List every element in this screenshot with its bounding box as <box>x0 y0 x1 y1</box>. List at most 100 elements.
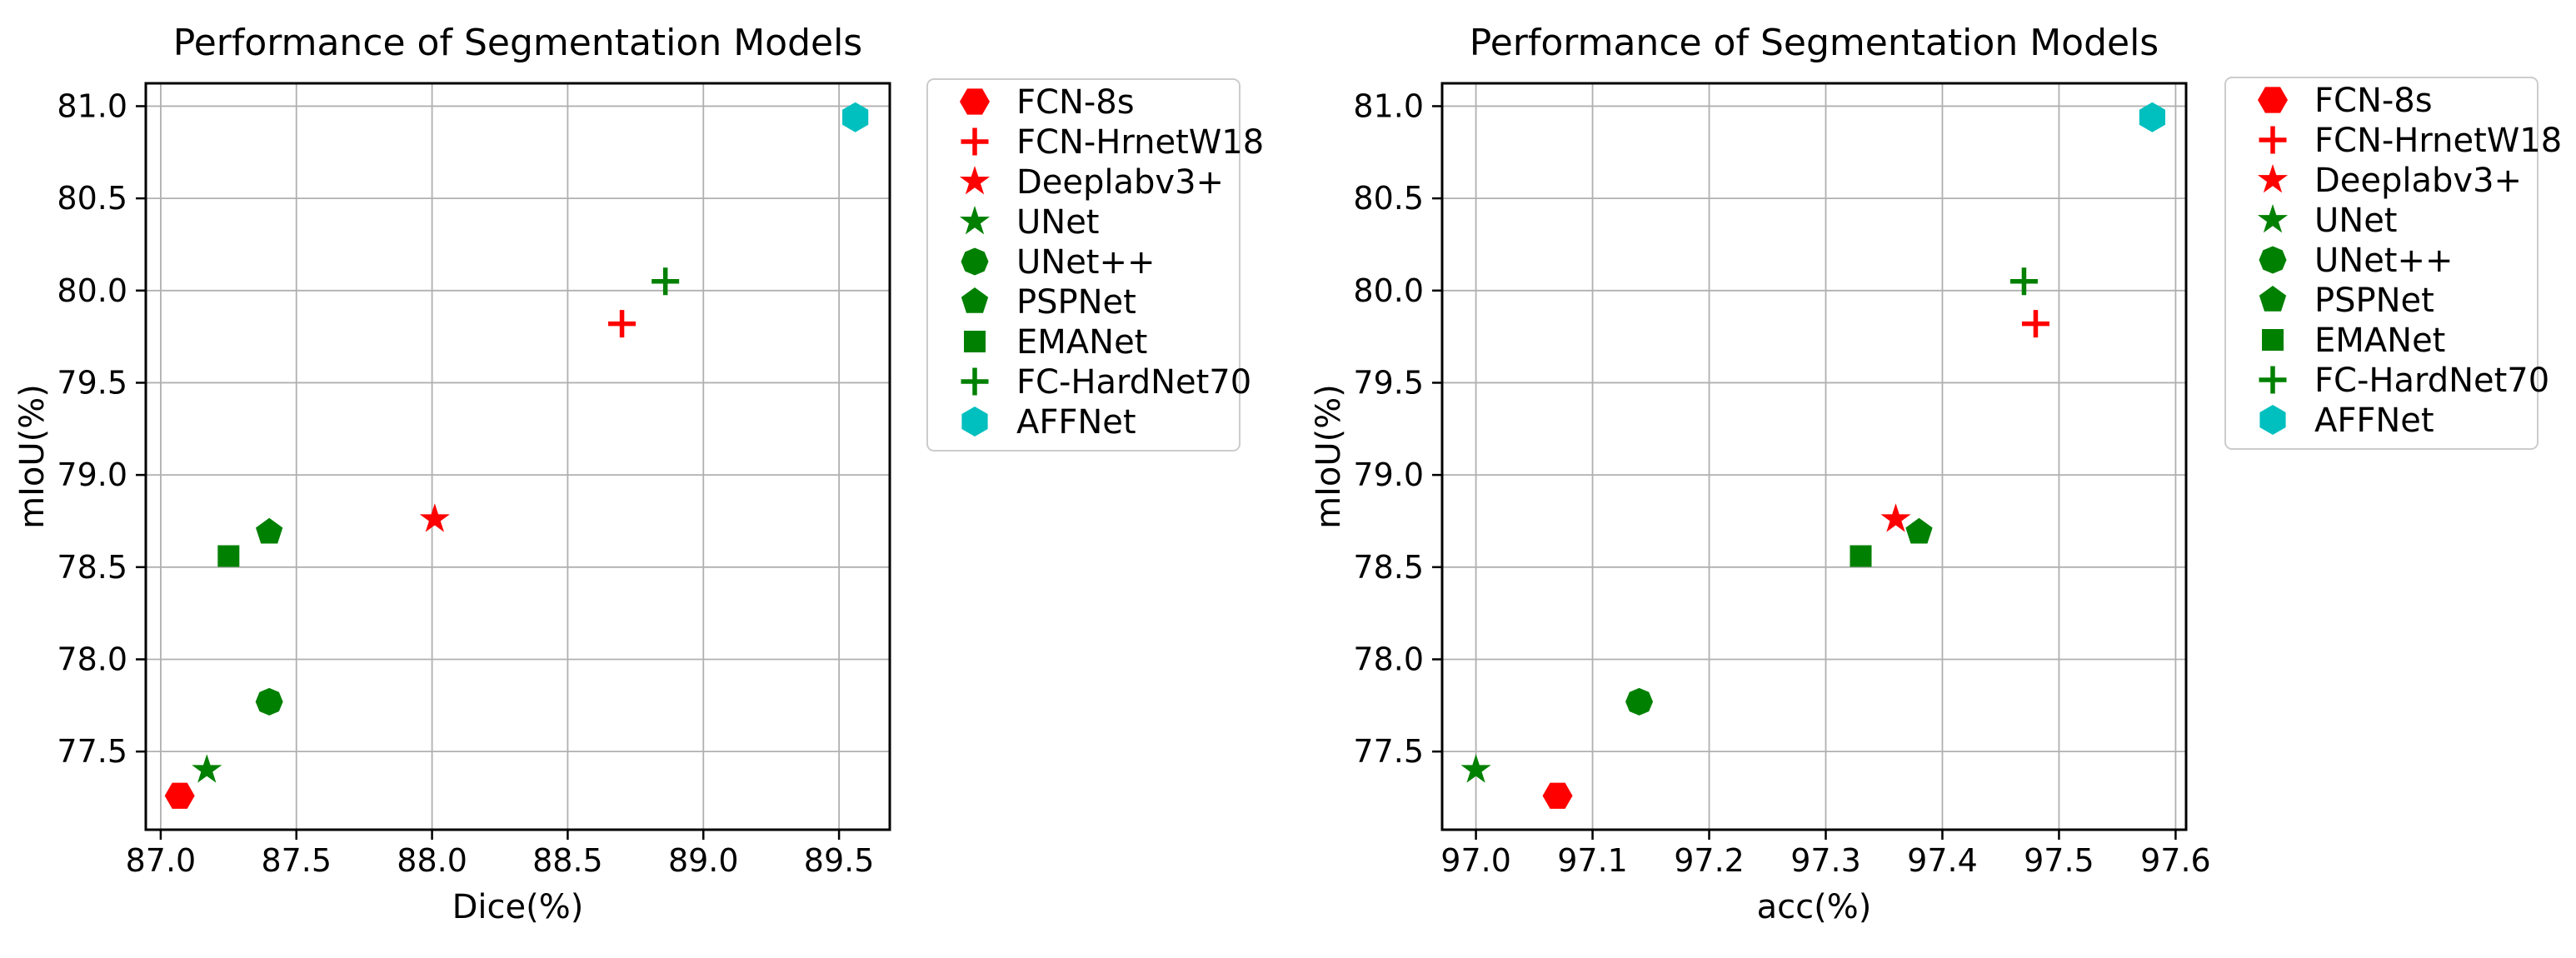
legend-item-FCN-8s: FCN-8s <box>2258 82 2433 120</box>
legend-marker-FC-HardNet70 <box>961 367 989 396</box>
legend: FCN-8sFCN-HrnetW18Deeplabv3+UNetUNet++PS… <box>2224 77 2562 450</box>
legend-item-label: UNet++ <box>1016 243 1156 282</box>
legend-item-AFFNet: AFFNet <box>961 403 1136 442</box>
legend-item-label: PSPNet <box>2314 282 2434 320</box>
x-tick-label: 88.0 <box>397 842 467 879</box>
y-tick-label: 79.0 <box>57 457 127 493</box>
legend-item-label: UNet++ <box>2314 242 2454 280</box>
legend-item-label: AFFNet <box>2314 402 2434 440</box>
y-tick-label: 78.5 <box>1353 549 1424 586</box>
x-tick-label: 87.0 <box>126 842 197 879</box>
data-point-UNet++ <box>255 687 283 716</box>
data-point-UNet <box>1460 754 1491 783</box>
legend-item-label: FC-HardNet70 <box>1016 363 1251 402</box>
chart-0: 87.0 87.5 88.0 88.5 89.0 89.5 77.5 78.0 78.5 79.0… <box>13 22 1264 926</box>
legend-box <box>2224 77 2539 450</box>
legend-item-FCN-HrnetW18: FCN-HrnetW18 <box>961 123 1264 162</box>
legend-item-label: FCN-8s <box>1016 83 1135 122</box>
legend-item-PSPNet: PSPNet <box>961 283 1136 322</box>
data-point-Deeplabv3+ <box>419 503 450 532</box>
y-tick-label: 78.5 <box>57 549 127 586</box>
legend-box <box>926 78 1241 452</box>
legend-item-FC-HardNet70: FC-HardNet70 <box>961 363 1251 402</box>
x-tick-label: 89.0 <box>668 842 739 879</box>
legend-item-EMANet: EMANet <box>2262 322 2445 360</box>
legend-item-label: UNet <box>1016 203 1100 242</box>
x-tick-label: 97.1 <box>1557 842 1628 879</box>
data-point-FCN-HrnetW18 <box>2021 310 2049 338</box>
x-axis-label: Dice(%) <box>452 888 584 926</box>
legend-item-FCN-8s: FCN-8s <box>960 83 1135 122</box>
x-axis-label: acc(%) <box>1757 888 1872 926</box>
legend-marker-Deeplabv3+ <box>2257 164 2289 193</box>
legend-item-Deeplabv3+: Deeplabv3+ <box>2257 162 2522 200</box>
y-tick-label: 80.0 <box>1353 272 1424 309</box>
legend: FCN-8sFCN-HrnetW18Deeplabv3+UNetUNet++PS… <box>926 78 1264 452</box>
y-tick-label: 77.5 <box>1353 733 1424 770</box>
y-tick-label: 78.0 <box>57 641 127 677</box>
legend-item-UNet++: UNet++ <box>2259 242 2454 280</box>
chart-1: 97.0 97.1 97.2 97.3 97.4 97.5 97.6 77.5 78.0 78.5… <box>1310 22 2562 926</box>
data-point-FC-HardNet70 <box>651 267 680 296</box>
plot-border <box>1440 82 2188 831</box>
y-tick-label: 78.0 <box>1353 641 1424 677</box>
legend-item-FCN-HrnetW18: FCN-HrnetW18 <box>2259 122 2562 160</box>
y-tick-label: 79.0 <box>1353 457 1424 493</box>
data-point-AFFNet <box>842 102 869 132</box>
legend-marker-Deeplabv3+ <box>959 166 991 195</box>
legend-item-label: EMANet <box>2314 322 2445 360</box>
legend-item-label: FCN-HrnetW18 <box>2314 122 2562 160</box>
legend-marker-PSPNet <box>961 287 989 313</box>
legend-item-label: AFFNet <box>1016 403 1136 442</box>
data-point-UNet <box>192 754 222 783</box>
legend-marker-UNet++ <box>961 247 989 276</box>
data-point-UNet++ <box>1625 687 1654 716</box>
legend-marker-UNet <box>959 206 991 235</box>
x-tick-label: 97.2 <box>1674 842 1745 879</box>
data-point-FCN-8s <box>1542 782 1573 809</box>
y-tick-label: 80.5 <box>1353 180 1424 217</box>
y-tick-label: 80.5 <box>57 180 127 217</box>
legend-item-FC-HardNet70: FC-HardNet70 <box>2259 362 2549 400</box>
legend-marker-FCN-8s <box>2258 87 2288 113</box>
legend-marker-AFFNet <box>2259 405 2286 435</box>
plot-border <box>144 82 891 831</box>
chart-title: Performance of Segmentation Models <box>173 22 862 64</box>
x-tick-label: 89.5 <box>804 842 875 879</box>
legend-item-label: FC-HardNet70 <box>2314 362 2549 400</box>
data-point-EMANet <box>217 545 240 567</box>
legend-item-EMANet: EMANet <box>964 323 1147 362</box>
data-point-PSPNet <box>1905 517 1933 544</box>
x-tick-label: 97.3 <box>1790 842 1861 879</box>
legend-marker-UNet++ <box>2259 246 2287 274</box>
chart-title: Performance of Segmentation Models <box>1470 22 2159 64</box>
legend-item-Deeplabv3+: Deeplabv3+ <box>959 163 1224 202</box>
legend-item-label: Deeplabv3+ <box>1016 163 1224 202</box>
x-tick-label: 97.6 <box>2140 842 2211 879</box>
y-axis-label: mIoU(%) <box>13 384 52 529</box>
data-point-FCN-8s <box>164 782 195 809</box>
y-tick-label: 79.5 <box>57 364 127 401</box>
legend-marker-PSPNet <box>2259 286 2287 312</box>
legend-item-label: FCN-8s <box>2314 82 2433 120</box>
y-axis-label: mIoU(%) <box>1310 384 1348 529</box>
legend-marker-AFFNet <box>961 407 988 437</box>
legend-item-UNet++: UNet++ <box>961 243 1156 282</box>
legend-item-label: UNet <box>2314 202 2398 240</box>
legend-item-label: PSPNet <box>1016 283 1136 322</box>
legend-marker-EMANet <box>964 331 986 352</box>
legend-marker-FCN-8s <box>960 88 990 115</box>
x-tick-label: 87.5 <box>261 842 332 879</box>
x-tick-label: 88.5 <box>532 842 603 879</box>
legend-item-AFFNet: AFFNet <box>2259 402 2434 440</box>
x-tick-label: 97.5 <box>2024 842 2094 879</box>
x-tick-label: 97.0 <box>1440 842 1511 879</box>
data-point-PSPNet <box>256 517 283 544</box>
y-tick-label: 77.5 <box>57 733 127 770</box>
legend-marker-EMANet <box>2262 329 2284 351</box>
x-tick-label: 97.4 <box>1907 842 1978 879</box>
data-point-EMANet <box>1850 545 1872 567</box>
data-point-Deeplabv3+ <box>1880 503 1911 532</box>
